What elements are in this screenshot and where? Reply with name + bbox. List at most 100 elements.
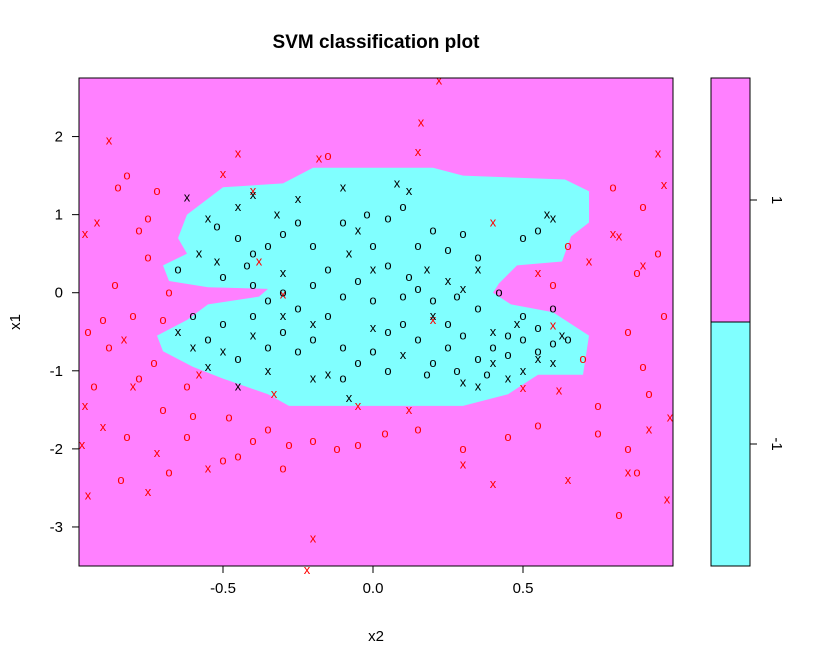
- data-point: o: [264, 238, 271, 253]
- legend-colorbar: 1 -1: [710, 77, 785, 567]
- data-point: o: [534, 222, 541, 237]
- data-point-support-vector: x: [235, 146, 242, 161]
- data-point: o: [639, 359, 646, 374]
- data-point: o: [444, 242, 451, 257]
- data-point: o: [84, 324, 91, 339]
- data-point: o: [159, 402, 166, 417]
- data-point-support-vector: x: [310, 371, 317, 386]
- data-point-support-vector: x: [82, 398, 89, 413]
- data-point: o: [414, 421, 421, 436]
- data-point: o: [234, 230, 241, 245]
- data-point-support-vector: x: [325, 367, 332, 382]
- data-point-support-vector: x: [559, 328, 566, 343]
- data-point: o: [519, 230, 526, 245]
- data-point: o: [534, 417, 541, 432]
- data-point: o: [129, 308, 136, 323]
- data-point-support-vector: x: [406, 183, 413, 198]
- y-axis-label: x1: [7, 314, 24, 330]
- data-point-support-vector: x: [250, 183, 257, 198]
- data-point-support-vector: x: [316, 150, 323, 165]
- y-tick-label: -3: [50, 519, 63, 536]
- data-point: o: [264, 421, 271, 436]
- data-point-support-vector: x: [196, 246, 203, 261]
- data-point: o: [429, 293, 436, 308]
- data-point: o: [654, 246, 661, 261]
- data-point-support-vector: x: [475, 261, 482, 276]
- data-point-support-vector: x: [235, 378, 242, 393]
- data-point: o: [285, 437, 292, 452]
- data-point: o: [219, 316, 226, 331]
- data-point-support-vector: x: [661, 177, 668, 192]
- x-tick-label: 0.5: [513, 580, 534, 597]
- data-point-support-vector: x: [406, 402, 413, 417]
- data-point-support-vector: x: [145, 484, 152, 499]
- data-point: o: [399, 316, 406, 331]
- data-point: o: [213, 218, 220, 233]
- y-tick-label: 1: [55, 207, 63, 224]
- data-point: o: [264, 339, 271, 354]
- data-point-support-vector: x: [460, 456, 467, 471]
- data-point-support-vector: x: [490, 355, 497, 370]
- data-point-support-vector: x: [220, 343, 227, 358]
- data-point: o: [234, 351, 241, 366]
- data-point: o: [624, 441, 631, 456]
- data-point: o: [474, 351, 481, 366]
- data-point-support-vector: x: [154, 445, 161, 460]
- data-point: o: [381, 425, 388, 440]
- data-point-support-vector: x: [355, 222, 362, 237]
- data-point-support-vector: x: [370, 261, 377, 276]
- data-point-support-vector: x: [586, 253, 593, 268]
- data-point: o: [339, 371, 346, 386]
- data-point: o: [309, 238, 316, 253]
- data-point-support-vector: x: [520, 380, 527, 395]
- data-point: o: [459, 441, 466, 456]
- data-point-support-vector: x: [130, 378, 137, 393]
- chart-title: SVM classification plot: [273, 32, 481, 53]
- data-point: o: [633, 464, 640, 479]
- data-point: o: [369, 238, 376, 253]
- data-point-support-vector: x: [418, 115, 425, 130]
- data-point: o: [354, 437, 361, 452]
- data-point-support-vector: x: [430, 312, 437, 327]
- data-point: o: [579, 351, 586, 366]
- data-point-support-vector: x: [625, 464, 632, 479]
- data-point-support-vector: x: [79, 437, 86, 452]
- data-point: o: [453, 363, 460, 378]
- data-point: o: [615, 507, 622, 522]
- data-point: o: [117, 472, 124, 487]
- data-point-support-vector: x: [667, 410, 674, 425]
- data-point: o: [453, 289, 460, 304]
- data-point-support-vector: x: [550, 318, 557, 333]
- data-point-support-vector: x: [280, 308, 287, 323]
- data-point: o: [324, 148, 331, 163]
- data-point-support-vector: x: [535, 351, 542, 366]
- data-point: o: [423, 367, 430, 382]
- data-point: o: [144, 250, 151, 265]
- data-point: o: [219, 269, 226, 284]
- x-axis-label: x2: [368, 628, 384, 645]
- data-point-support-vector: x: [490, 214, 497, 229]
- data-point: o: [135, 371, 142, 386]
- data-point-support-vector: x: [505, 371, 512, 386]
- data-point: o: [174, 261, 181, 276]
- data-point: o: [384, 211, 391, 226]
- data-point-support-vector: x: [424, 261, 431, 276]
- data-point: o: [189, 408, 196, 423]
- y-tick-label: 0: [55, 285, 63, 302]
- class-neg-region: [157, 167, 589, 406]
- data-point-support-vector: x: [271, 386, 278, 401]
- data-point: o: [660, 308, 667, 323]
- data-point-support-vector: x: [220, 166, 227, 181]
- data-point: o: [354, 355, 361, 370]
- data-point-support-vector: x: [250, 328, 257, 343]
- data-point-support-vector: x: [514, 316, 521, 331]
- data-point: o: [183, 429, 190, 444]
- legend-swatch-neg: [711, 322, 750, 566]
- data-point: o: [165, 285, 172, 300]
- data-point-support-vector: x: [445, 273, 452, 288]
- data-point: o: [444, 339, 451, 354]
- data-point: o: [633, 265, 640, 280]
